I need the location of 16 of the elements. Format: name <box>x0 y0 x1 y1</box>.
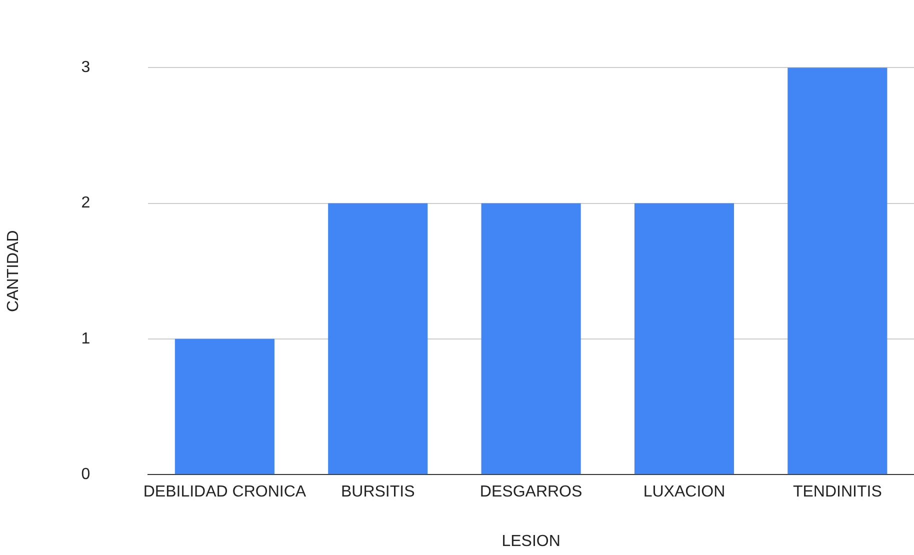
y-axis-title: CANTIDAD <box>5 230 22 312</box>
y-tick-label: 2 <box>81 194 90 212</box>
bar <box>634 203 734 474</box>
y-tick-label: 3 <box>81 59 90 76</box>
bar <box>788 68 888 474</box>
y-tick-label: 1 <box>81 330 90 348</box>
x-tick-label: DESGARROS <box>480 484 582 501</box>
bar <box>481 203 581 474</box>
x-tick-label: BURSITIS <box>340 484 415 501</box>
bar <box>328 203 428 474</box>
x-tick-label: DEBILIDAD CRONICA <box>143 484 306 501</box>
bar <box>174 338 274 474</box>
x-tick-label: TENDINITIS <box>792 484 882 501</box>
x-axis-title: LESION <box>502 532 560 550</box>
y-tick-label: 0 <box>81 466 90 484</box>
x-tick-label: LUXACION <box>643 484 726 501</box>
